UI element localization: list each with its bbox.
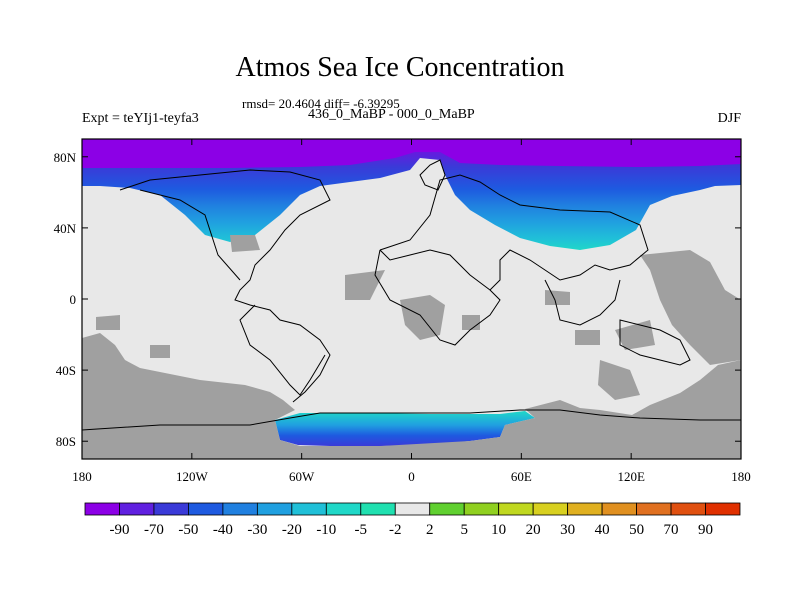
colorbar-swatch <box>84 502 120 516</box>
plot-title: Atmos Sea Ice Concentration <box>235 52 565 83</box>
colorbar-label: -40 <box>213 522 233 538</box>
colorbar-label: -30 <box>247 522 267 538</box>
colorbar-swatch <box>153 502 189 516</box>
colorbar-swatch <box>636 502 672 516</box>
colorbar-swatch <box>360 502 396 516</box>
colorbar-swatch <box>394 502 431 516</box>
lon-tick-label: 180 <box>72 469 92 484</box>
colorbar-label: -10 <box>316 522 336 538</box>
lat-tick-label: 80S <box>56 434 76 449</box>
colorbar-label: 2 <box>426 522 434 538</box>
lat-tick-label: 40N <box>54 221 77 236</box>
colorbar-label: -90 <box>109 522 129 538</box>
colorbar-swatch <box>256 502 293 516</box>
colorbar-label: 20 <box>526 522 541 538</box>
colorbar-label: -20 <box>282 522 302 538</box>
colorbar-label: -2 <box>389 522 402 538</box>
colorbar-swatch <box>119 502 155 516</box>
season-label: DJF <box>717 111 741 126</box>
lat-tick-label: 80N <box>54 150 77 165</box>
lat-tick-label: 0 <box>70 292 77 307</box>
colorbar-swatch <box>498 502 534 516</box>
colorbar-swatch <box>188 502 224 516</box>
colorbar-swatch <box>601 502 637 516</box>
colorbar-label: 10 <box>491 522 506 538</box>
colorbar-label: 70 <box>664 522 679 538</box>
plot-subtitle: 436_0_MaBP - 000_0_MaBP <box>308 107 475 122</box>
lon-tick-label: 60E <box>511 469 532 484</box>
coastlines <box>82 159 741 431</box>
colorbar-swatch <box>463 502 500 516</box>
colorbar-label: -5 <box>355 522 368 538</box>
arctic-core-region <box>82 139 741 168</box>
stats-label: rmsd= 20.4604 diff= -6.39295 <box>242 96 400 111</box>
colorbar-swatch <box>670 502 706 516</box>
colorbar-label: -70 <box>144 522 164 538</box>
antarctic-ice-decrease-region <box>275 411 535 446</box>
lon-tick-label: 60W <box>289 469 315 484</box>
colorbar-label: -50 <box>178 522 198 538</box>
colorbar-label: 40 <box>595 522 610 538</box>
colorbar-swatch <box>222 502 258 516</box>
colorbar-label: 90 <box>698 522 713 538</box>
colorbar-swatch <box>567 502 603 516</box>
colorbar: -90 -70 -50 -40 -30 -20 -10 -5 -2 2 5 10 20 30 40 50 70 9… <box>84 502 741 538</box>
colorbar-swatch <box>532 502 569 516</box>
colorbar-label: 30 <box>560 522 575 538</box>
colorbar-swatch <box>325 502 362 516</box>
colorbar-swatch <box>429 502 465 516</box>
axis-ticks: 180 120W 60W 0 60E 120E 180 80N 40N 0 40S 80S <box>54 139 751 484</box>
colorbar-swatch <box>705 502 741 516</box>
lon-tick-label: 120E <box>617 469 645 484</box>
lat-tick-label: 40S <box>56 363 76 378</box>
map-field <box>82 139 741 459</box>
colorbar-swatch <box>291 502 327 516</box>
lon-tick-label: 180 <box>731 469 751 484</box>
lon-tick-label: 0 <box>408 469 415 484</box>
colorbar-label: 50 <box>629 522 644 538</box>
lon-tick-label: 120W <box>176 469 209 484</box>
colorbar-label: 5 <box>460 522 468 538</box>
experiment-label: Expt = teYIj1-teyfa3 <box>82 111 199 126</box>
